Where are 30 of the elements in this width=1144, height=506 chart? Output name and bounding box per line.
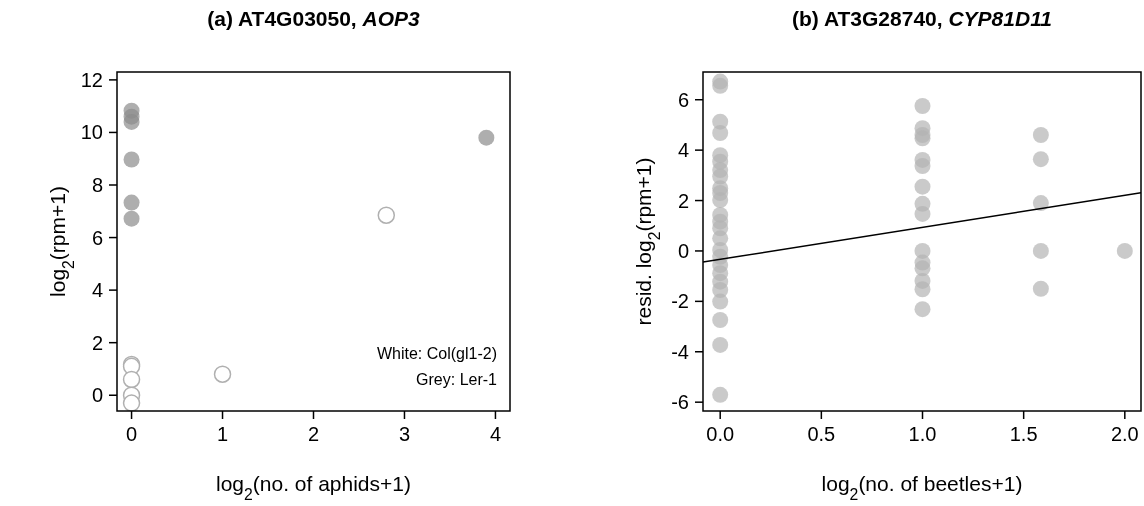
x-axis-title: log$_{2}$(no. of beetles+1) [821,472,1023,503]
x-tick-label: 4 [489,423,502,445]
y-tick-label: -2 [671,290,689,313]
x-tick-label: 1 [216,423,229,445]
chart-title: (a) AT4G03050, AOP3 [207,7,421,30]
annotation: White: Col(gl1-2) [376,345,497,362]
y-tick-label: 0 [91,384,103,407]
x-tick-label: 1.0 [908,423,937,445]
x-axis-title: log$_{2}$(no. of aphids+1) [216,472,411,503]
y-tick-label: 6 [91,226,103,249]
y-tick-label: -6 [671,391,689,414]
y-tick-label: 8 [91,174,103,196]
x-tick-label: 1.5 [1009,423,1038,445]
y-tick-label: 4 [677,139,689,162]
chart-title: (b) AT3G28740, CYP81D11 [792,7,1052,30]
y-tick-label: 4 [91,279,103,302]
y-tick-label: 2 [91,331,103,354]
y-tick-label: 6 [677,88,689,111]
y-tick-label: 0 [677,239,689,262]
x-tick-label: 0.0 [706,423,735,445]
x-tick-label: 2 [307,423,320,445]
y-tick-label: 12 [80,68,103,91]
x-tick-label: 3 [398,423,411,445]
x-tick-label: 2.0 [1110,423,1139,445]
y-tick-label: 10 [80,121,103,144]
y-tick-label: -4 [671,340,689,363]
y-tick-label: 2 [677,189,689,212]
annotation: Grey: Ler-1 [416,371,498,388]
x-tick-label: 0.5 [807,423,836,445]
x-tick-label: 0 [125,423,138,445]
